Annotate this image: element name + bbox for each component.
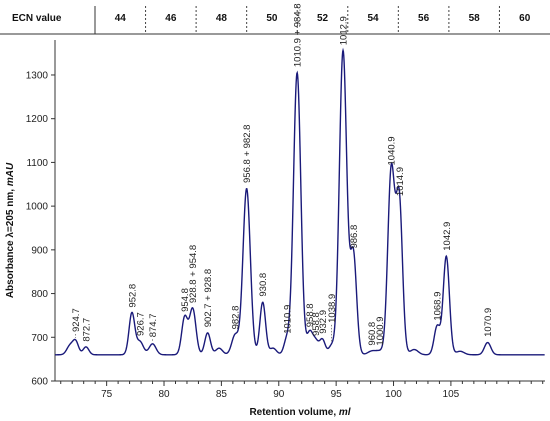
peak-label: 954.8 <box>180 288 191 312</box>
peak-label: 958.8 <box>311 312 322 336</box>
ecn-header: ECN value 44 46 48 50 52 54 56 58 60 <box>0 6 550 35</box>
y-tick-label: 1300 <box>26 70 49 81</box>
x-axis-title: Retention volume, ml <box>249 407 350 418</box>
ecn-header-title: ECN value <box>12 13 62 24</box>
ecn-value: 52 <box>317 13 329 24</box>
absorbance-trace <box>55 47 545 356</box>
x-axis-ticks: 75 80 85 90 95 100 105 <box>60 381 544 400</box>
y-axis-title-text: Absorbance λ=205 nm, <box>5 186 16 298</box>
ecn-value: 56 <box>418 13 430 24</box>
peak-label: 982.8 <box>231 306 242 330</box>
ecn-value: 50 <box>266 13 278 24</box>
peak-label: 952.8 <box>127 284 138 308</box>
y-tick-label: 1100 <box>26 158 48 169</box>
x-tick-label: 80 <box>158 389 170 400</box>
ecn-value: 46 <box>165 13 177 24</box>
peak-label: 1068.9 <box>433 292 444 321</box>
x-tick-label: 85 <box>216 389 228 400</box>
peak-label: 956.8 + 982.8 <box>242 125 253 183</box>
x-axis-title-unit: ml <box>339 407 351 418</box>
x-tick-label: 90 <box>273 389 285 400</box>
peak-label: 928.8 + 954.8 <box>188 245 199 303</box>
y-axis-title: Absorbance λ=205 nm, mAU <box>5 162 16 298</box>
peak-label: 1038.9 <box>327 294 338 323</box>
ecn-value: 58 <box>469 13 481 24</box>
ecn-value: 54 <box>367 13 379 24</box>
peak-label: 874.7 <box>148 314 159 338</box>
y-tick-label: 1000 <box>26 202 49 213</box>
plot-frame <box>54 40 545 382</box>
ecn-cells: 44 46 48 50 52 54 56 58 60 <box>115 6 531 34</box>
peak-label: 1010.9 + 984.8 <box>293 3 304 67</box>
ecn-value: 44 <box>115 13 127 24</box>
peak-label: 1070.9 <box>483 308 494 337</box>
y-tick-label: 600 <box>31 377 48 388</box>
peak-label: 1014.9 <box>395 167 406 196</box>
y-tick-label: 800 <box>31 289 48 300</box>
x-tick-label: 95 <box>331 389 343 400</box>
y-axis-title-unit: mAU <box>5 162 16 186</box>
peak-label: 958.8 <box>305 303 316 327</box>
x-tick-label: 75 <box>101 389 113 400</box>
peak-label: 1040.9 <box>387 136 398 165</box>
y-tick-label: 1200 <box>26 114 49 125</box>
peak-label: 1010.9 <box>282 305 293 334</box>
peak-label: 930.8 <box>258 273 269 297</box>
peak-label: 902.7 + 928.8 <box>203 269 214 327</box>
x-axis-title-text: Retention volume, <box>249 407 338 418</box>
peak-label: 986.8 <box>349 225 360 249</box>
peak-label: 926.7 <box>135 312 146 336</box>
peak-label: 1000.9 <box>375 317 386 346</box>
peak-label: 872.7 <box>81 318 92 342</box>
peak-label: 924.7 <box>71 308 82 332</box>
peak-label: 960.8 <box>367 322 378 346</box>
ecn-value: 48 <box>216 13 228 24</box>
x-tick-label: 105 <box>443 389 460 400</box>
peak-label: 1042.9 <box>442 222 453 251</box>
ecn-value: 60 <box>519 13 531 24</box>
x-tick-label: 100 <box>385 389 402 400</box>
y-tick-label: 900 <box>31 245 48 256</box>
peak-label: 1012.9 <box>339 16 350 45</box>
peak-label: 932.9 <box>318 310 329 334</box>
y-axis-ticks: 600 700 800 900 1000 1100 1200 1300 <box>26 70 55 388</box>
y-tick-label: 700 <box>31 333 48 344</box>
